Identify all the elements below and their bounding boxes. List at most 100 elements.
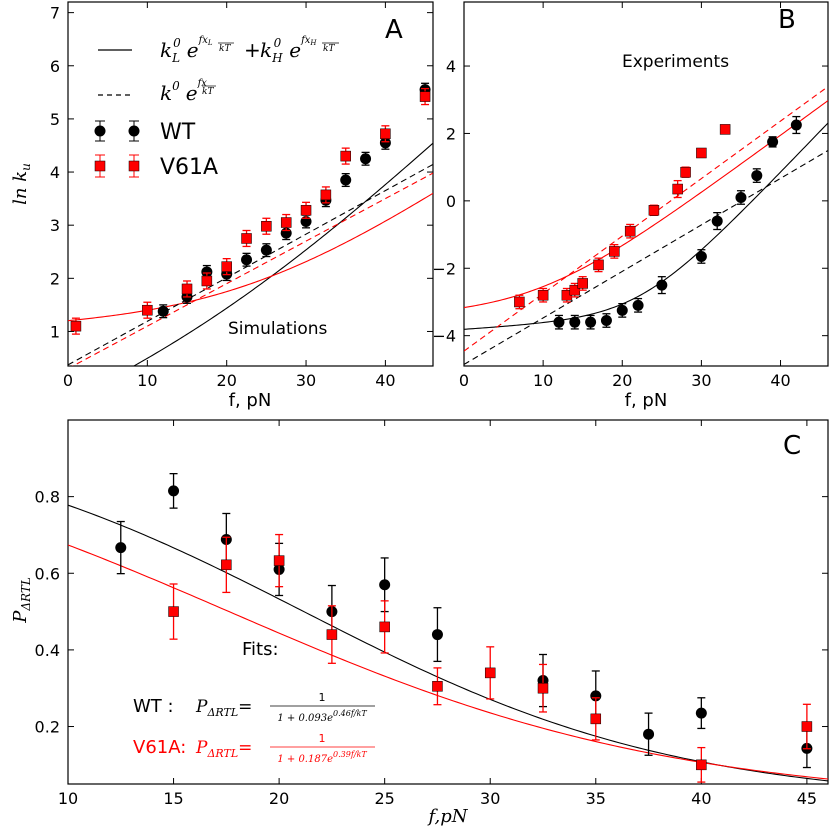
y-tick-label: 2 <box>50 269 60 288</box>
point-marker <box>157 305 169 317</box>
point-marker <box>696 759 707 771</box>
y-tick-label: 1 <box>50 322 60 341</box>
data-point <box>711 211 723 231</box>
x-tick-label: 0 <box>459 371 469 390</box>
y-tick-label: 0.8 <box>35 488 60 507</box>
panel-a: A Simulations f, pN ln ku kL0 efxL kT + k… <box>10 1 434 411</box>
data-point <box>656 276 668 295</box>
point-marker <box>273 555 285 566</box>
point-marker <box>624 225 636 237</box>
panel-b-xlabel: f, pN <box>625 390 668 411</box>
point-marker <box>115 542 127 554</box>
x-tick-label: 45 <box>797 789 817 808</box>
point-marker <box>379 137 391 149</box>
panel-c-frame <box>67 419 829 785</box>
point-marker <box>735 191 747 203</box>
data-point <box>260 243 272 258</box>
x-tick-label: 20 <box>612 371 632 390</box>
point-marker <box>719 124 731 135</box>
data-point <box>201 272 213 290</box>
data-point <box>569 314 581 330</box>
legend-wt-marker <box>94 120 140 142</box>
point-marker <box>616 304 628 316</box>
y-tick-label: 2 <box>446 124 456 143</box>
x-tick-label: 40 <box>770 371 790 390</box>
data-point <box>767 136 779 148</box>
fit-line-wt-two-exp <box>132 142 433 366</box>
svg-text:1 + 0.093e0.46f/kT: 1 + 0.093e0.46f/kT <box>277 709 367 724</box>
data-point <box>142 301 153 319</box>
point-marker <box>168 485 180 497</box>
point-marker <box>201 275 213 287</box>
point-marker <box>379 621 390 633</box>
data-point <box>340 147 351 165</box>
panel-c-xlabel: f,pN <box>426 806 468 827</box>
point-marker <box>260 244 272 256</box>
point-marker <box>656 279 668 291</box>
data-point <box>696 746 707 783</box>
point-marker <box>280 217 292 228</box>
point-marker <box>767 136 779 148</box>
y-tick-label: −4 <box>432 327 456 346</box>
data-point <box>590 697 602 741</box>
data-point <box>70 317 82 335</box>
panel-a-label: A <box>385 15 403 45</box>
data-point <box>326 605 338 664</box>
panel-b: B Experiments f, pN 0 10 20 30 40 −4 −2 0 2 4 <box>432 1 829 411</box>
x-tick-label: 25 <box>374 789 394 808</box>
x-tick-label: 30 <box>296 371 316 390</box>
point-marker <box>590 690 602 702</box>
data-point <box>115 520 127 575</box>
data-point <box>221 536 232 594</box>
point-marker <box>221 261 232 272</box>
data-point <box>577 276 588 291</box>
data-point <box>680 166 691 178</box>
point-marker <box>569 316 581 328</box>
data-point <box>790 115 802 135</box>
data-point <box>751 168 763 183</box>
legend-v61a-marker <box>94 154 140 178</box>
point-marker <box>379 579 391 591</box>
panel-a-legend: kL0 efxL kT + kH0 efxH kT k0 efx kT <box>94 35 339 180</box>
point-marker <box>360 153 372 165</box>
legend-wt-label: WT <box>160 120 196 145</box>
point-marker <box>380 128 391 140</box>
point-marker <box>695 250 707 262</box>
data-point <box>484 646 496 700</box>
point-marker <box>326 629 338 640</box>
data-point <box>360 151 372 166</box>
y-tick-label: 6 <box>50 57 60 76</box>
fit-line-v61a-two-exp <box>68 192 433 322</box>
x-tick-label: 15 <box>163 789 183 808</box>
point-marker <box>201 266 213 278</box>
data-point <box>280 213 292 232</box>
y-tick-label: 3 <box>50 216 60 235</box>
point-marker <box>432 681 443 692</box>
data-point <box>735 190 747 205</box>
data-point <box>696 147 707 159</box>
point-marker <box>553 316 565 328</box>
data-point <box>380 125 391 143</box>
series-wt <box>157 82 431 319</box>
data-point <box>537 663 549 713</box>
data-point <box>632 297 644 313</box>
fit-label-wt: WT : PΔRTL= 1 1 + 0.093e0.46f/kT <box>133 691 375 724</box>
point-marker <box>484 667 496 679</box>
data-point <box>801 703 813 750</box>
x-tick-label: 20 <box>217 371 237 390</box>
data-point <box>593 257 604 273</box>
panel-a-annotation: Simulations <box>228 319 328 339</box>
panel-b-label: B <box>778 5 796 35</box>
x-tick-label: 0 <box>63 371 73 390</box>
data-point <box>553 314 565 330</box>
data-point <box>624 223 636 239</box>
legend-dashed-label: k0 efx kT <box>160 78 216 105</box>
point-marker <box>790 119 802 131</box>
point-marker <box>537 682 549 694</box>
y-tick-label: 7 <box>50 4 60 23</box>
fit-label-wt-numerator: 1 <box>319 691 326 704</box>
point-marker <box>241 233 252 244</box>
fit-line-v61a-single <box>464 86 828 352</box>
